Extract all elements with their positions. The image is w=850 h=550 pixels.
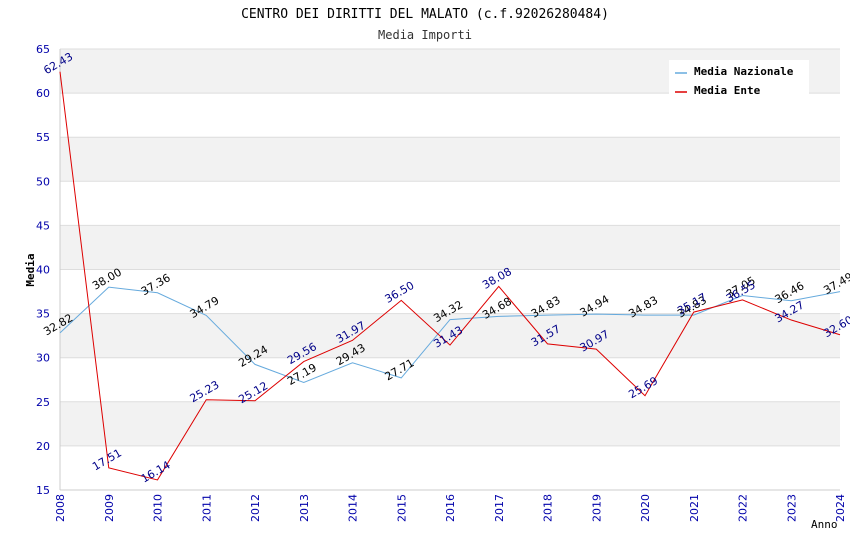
y-tick-label: 25: [36, 396, 50, 409]
series-lines: [59, 71, 841, 481]
x-tick-label: 2017: [493, 494, 506, 522]
x-tick-label: 2013: [298, 494, 311, 522]
series-line: [59, 286, 841, 384]
series-line: [59, 71, 841, 481]
y-tick-label: 45: [36, 219, 50, 232]
plot-background: [59, 48, 840, 491]
x-tick-label: 2015: [395, 494, 408, 522]
legend-label-ente: Media Ente: [694, 84, 761, 97]
x-tick-label: 2014: [347, 494, 360, 522]
x-tick-label: 2012: [249, 494, 262, 522]
legend: Media Nazionale Media Ente: [669, 60, 809, 98]
y-tick-label: 40: [36, 264, 50, 277]
x-tick-label: 2023: [785, 494, 798, 522]
grid-band: [60, 137, 840, 182]
x-tick-label: 2024: [834, 494, 847, 522]
x-tick-label: 2011: [200, 494, 213, 522]
x-tick-label: 2022: [737, 494, 750, 522]
x-tick-label: 2010: [152, 494, 165, 522]
x-axis: 2008 2009 2010 2011 2012 2013 2014 2015 2016 2017…: [54, 494, 847, 522]
grid-band: [60, 225, 840, 270]
grid-band: [60, 401, 840, 446]
y-tick-label: 35: [36, 308, 50, 321]
x-tick-label: 2016: [444, 494, 457, 522]
y-tick-label: 15: [36, 484, 50, 497]
y-axis: 15 20 25 30 35 40 45 50 55 60 65: [36, 43, 50, 497]
x-tick-label: 2009: [103, 494, 116, 522]
legend-box: [669, 60, 809, 98]
y-tick-label: 20: [36, 440, 50, 453]
y-tick-label: 55: [36, 131, 50, 144]
x-axis-title: Anno: [811, 518, 838, 531]
y-tick-label: 30: [36, 352, 50, 365]
y-tick-label: 60: [36, 87, 50, 100]
y-tick-label: 65: [36, 43, 50, 56]
chart-title: CENTRO DEI DIRITTI DEL MALATO (c.f.92026…: [241, 7, 609, 22]
x-tick-label: 2020: [639, 494, 652, 522]
y-axis-title: Media: [24, 253, 37, 286]
y-tick-label: 50: [36, 175, 50, 188]
grid-band: [60, 313, 840, 358]
x-tick-label: 2021: [688, 494, 701, 522]
x-tick-label: 2018: [542, 494, 555, 522]
x-tick-label: 2019: [590, 494, 603, 522]
chart-subtitle: Media Importi: [378, 28, 472, 42]
legend-label-nazionale: Media Nazionale: [694, 65, 794, 78]
x-tick-label: 2008: [54, 494, 67, 522]
